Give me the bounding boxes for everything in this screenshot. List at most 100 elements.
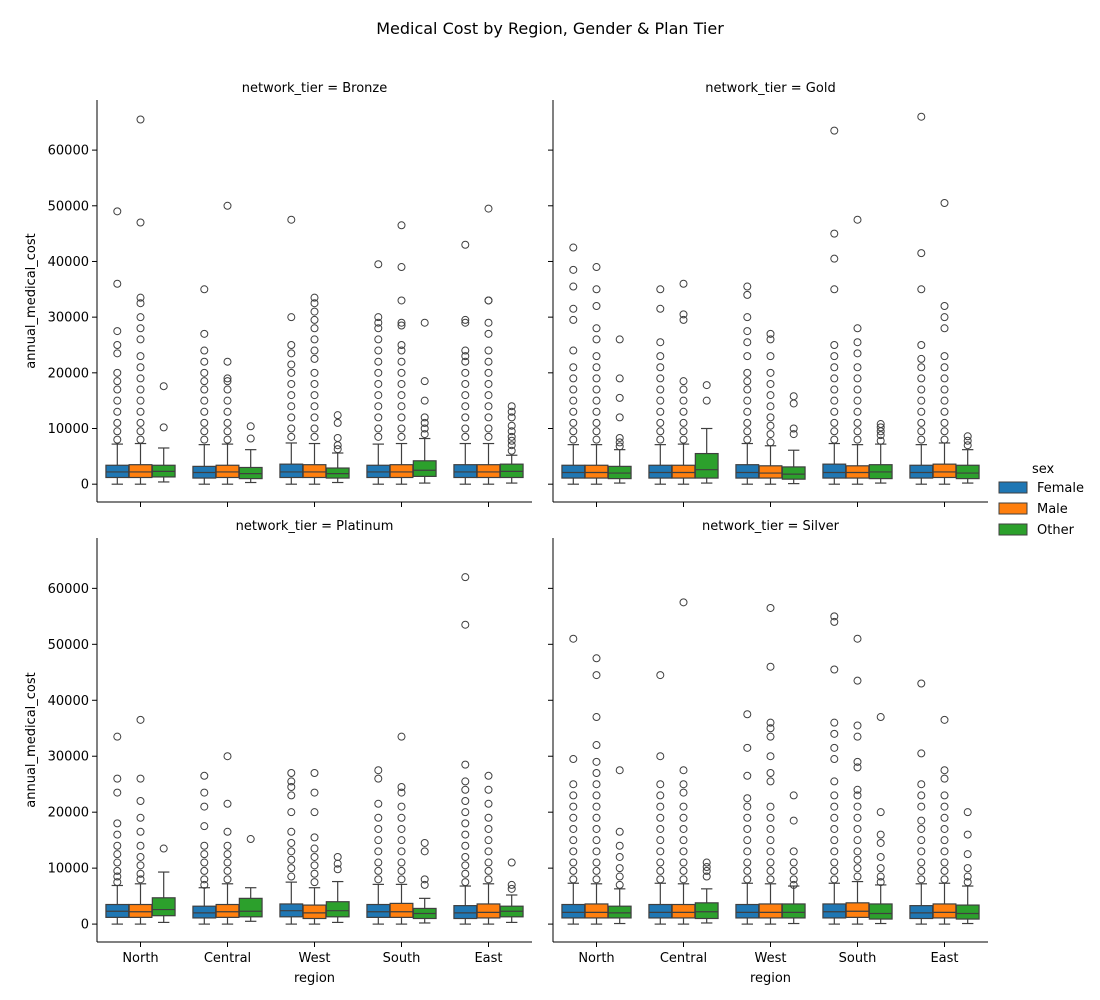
outlier-point [789,424,798,433]
facet-panel: network_tier = Bronze 0 10000 20000 30000 400… [24,81,532,507]
outlier-point [461,413,470,422]
y-tick-label: 20000 [48,806,89,821]
outlier-point [287,783,296,792]
outlier-point [374,335,383,344]
outlier-point [917,354,926,363]
box-central-female [192,285,217,485]
outlier-point [113,878,122,887]
outlier-point [223,827,232,836]
outlier-point [830,612,839,621]
outlier-point [876,423,885,432]
outlier-point [200,407,209,416]
outlier-point [420,396,429,405]
outlier-point [656,824,665,833]
outlier-point [507,402,516,411]
outlier-point [743,327,752,336]
outlier-point [136,335,145,344]
outlier-point [743,368,752,377]
outlier-point [876,852,885,861]
outlier-point [743,418,752,427]
outlier-point [615,872,624,881]
outlier-point [853,407,862,416]
outlier-point [484,875,493,884]
box-iqr [151,897,176,917]
outlier-point [592,374,601,383]
outlier-point [397,391,406,400]
box-east-other [955,808,980,925]
outlier-point [397,340,406,349]
outlier-point [830,802,839,811]
outlier-point [656,363,665,372]
box-iqr [279,463,304,479]
box-iqr [758,465,783,479]
outlier-point [615,442,624,451]
outlier-point [113,385,122,394]
outlier-point [702,872,711,881]
outlier-point [569,427,578,436]
outlier-point [592,418,601,427]
outlier-point [310,335,319,344]
outlier-point [766,769,775,778]
outlier-point [656,836,665,845]
outlier-point [223,752,232,761]
outlier-point [397,296,406,305]
outlier-point [461,240,470,249]
outlier-point [592,741,601,750]
box-iqr [389,902,414,918]
box-iqr [389,464,414,479]
outlier-point [287,402,296,411]
outlier-point [917,824,926,833]
box-iqr [781,466,806,480]
outlier-point [484,824,493,833]
outlier-point [592,671,601,680]
outlier-point [940,858,949,867]
y-tick-label: 50000 [48,199,89,214]
outlier-point [679,279,688,288]
outlier-point [743,858,752,867]
outlier-point [789,392,798,401]
outlier-point [702,396,711,405]
box-iqr [476,903,501,919]
outlier-point [917,780,926,789]
outlier-point [223,385,232,394]
outlier-point [679,377,688,386]
outlier-point [461,819,470,828]
outlier-point [287,391,296,400]
outlier-point [940,836,949,845]
outlier-point [310,869,319,878]
outlier-point [853,215,862,224]
outlier-point [766,752,775,761]
outlier-point [374,824,383,833]
box-north-other [151,382,176,483]
x-tick-label: West [299,951,331,966]
outlier-point [830,363,839,372]
outlier-point [766,847,775,856]
outlier-point [940,813,949,822]
box-iqr [735,464,760,479]
x-tick-label: West [755,951,787,966]
outlier-point [876,431,885,440]
outlier-point [397,802,406,811]
outlier-point [853,802,862,811]
outlier-point [287,827,296,836]
outlier-point [853,338,862,347]
box-west-other [781,392,806,485]
box-west-other [325,411,350,484]
box-iqr [909,905,934,920]
outlier-point [766,413,775,422]
outlier-point [200,802,209,811]
outlier-point [679,766,688,775]
box-east-male [476,771,501,925]
outlier-point [656,671,665,680]
outlier-point [766,718,775,727]
outlier-point [507,432,516,441]
outlier-point [963,872,972,881]
outlier-point [461,357,470,366]
box-iqr [476,464,501,479]
outlier-point [461,368,470,377]
outlier-point [940,435,949,444]
outlier-point [374,875,383,884]
box-west-male [302,769,327,925]
outlier-point [766,858,775,867]
outlier-point [917,396,926,405]
